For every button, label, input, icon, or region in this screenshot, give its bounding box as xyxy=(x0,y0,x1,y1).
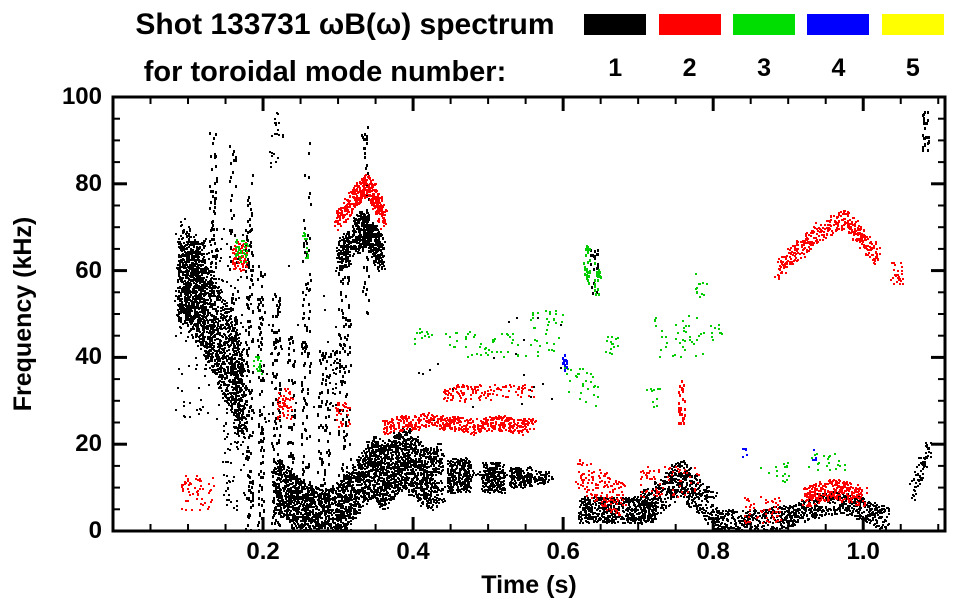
y-tick-label-0: 0 xyxy=(88,517,102,544)
x-tick-label-0.2: 0.2 xyxy=(246,538,280,565)
y-tick-label-100: 100 xyxy=(61,83,102,110)
x-tick-label-1.0: 1.0 xyxy=(846,538,880,565)
y-tick-label-60: 60 xyxy=(75,256,102,284)
x-tick-label-0.6: 0.6 xyxy=(546,538,580,565)
y-axis-label: Frequency (kHz) xyxy=(9,216,37,412)
x-tick-label-0.8: 0.8 xyxy=(696,538,730,565)
x-tick-label-0.4: 0.4 xyxy=(396,538,430,565)
y-tick-label-20: 20 xyxy=(75,430,102,458)
x-axis-label: Time (s) xyxy=(481,571,577,599)
y-tick-label-40: 40 xyxy=(75,343,102,371)
y-tick-label-80: 80 xyxy=(75,169,102,197)
